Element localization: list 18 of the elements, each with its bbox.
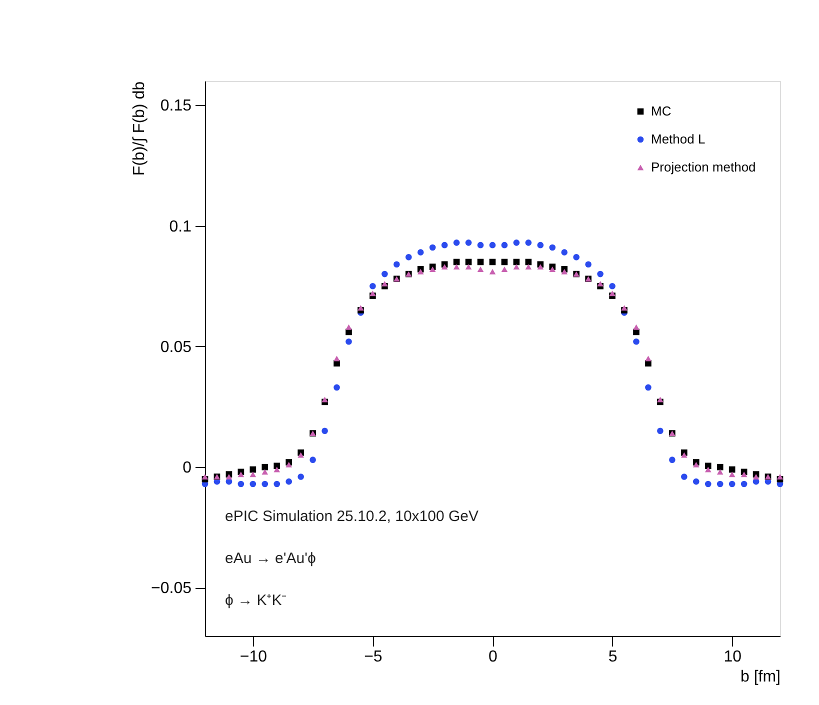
x-tick-label: 5 [608, 648, 618, 666]
legend-label: Projection method [651, 160, 756, 174]
legend-label: MC [651, 104, 672, 118]
legend-label: Method L [651, 132, 706, 146]
x-tick-label: −10 [240, 648, 268, 666]
annotation: ePIC Simulation 25.10.2, 10x100 GeV [225, 508, 478, 525]
x-tick-label: 0 [488, 648, 498, 666]
x-axis-title: b [fm] [740, 668, 780, 686]
y-tick-label: −0.05 [151, 580, 192, 598]
y-tick-label: 0 [182, 460, 192, 477]
y-axis-title: F(b)/∫ F(b) db [131, 81, 148, 176]
y-tick-label: 0.15 [160, 98, 192, 115]
annotation: ϕ → K⁺K⁻ [225, 592, 287, 609]
y-tick-label: 0.1 [169, 218, 192, 236]
x-tick-label: −5 [364, 648, 382, 666]
x-tick-label: 10 [724, 648, 742, 666]
annotation: eAu → e'Au'ϕ [225, 550, 316, 567]
y-tick-label: 0.05 [160, 338, 192, 356]
